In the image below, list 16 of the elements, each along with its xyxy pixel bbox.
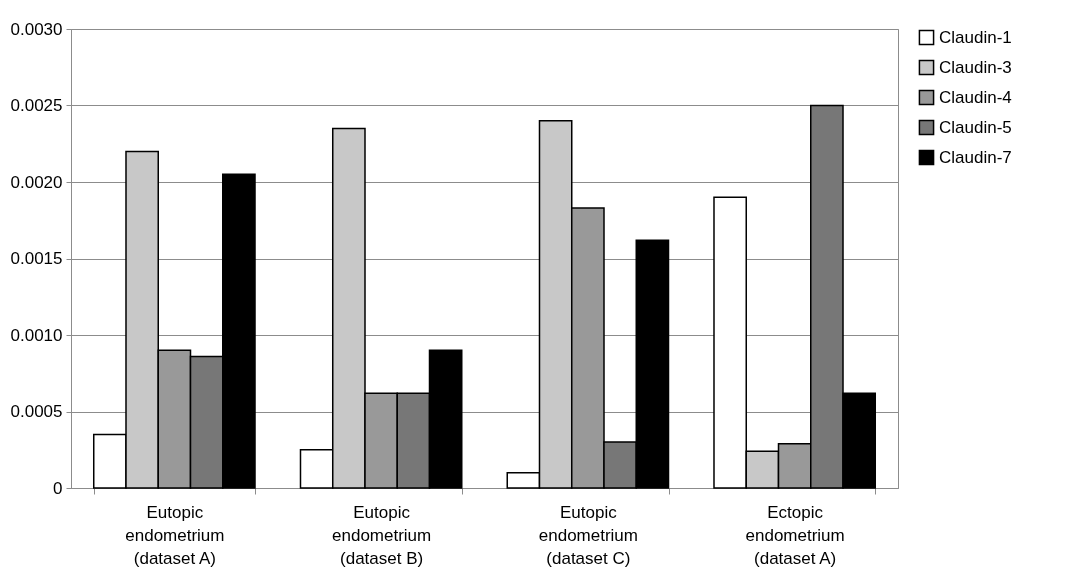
y-tick-label: 0.0030 [10,19,63,39]
y-tick-label: 0.0020 [10,172,63,192]
legend-label: Claudin-7 [939,147,1012,167]
y-tick-label: 0.0005 [10,402,63,421]
y-tick-label: 0.0010 [10,325,63,345]
x-tick-label: Eutopic endometrium (dataset C) [538,502,638,568]
legend-label: Claudin-3 [939,57,1012,77]
x-tick-label: Eutopic endometrium (dataset A) [125,502,225,568]
x-tick-label: Ectopic endometrium (dataset A) [745,502,845,568]
legend-label: Claudin-1 [939,27,1012,47]
legend-label: Claudin-5 [939,117,1012,137]
y-tick-label: 0 [53,478,63,498]
y-tick-label: 0.0015 [10,249,63,268]
x-tick-label: Eutopic endometrium (dataset B) [332,502,432,568]
y-tick-label: 0.0025 [10,96,63,115]
legend-label: Claudin-4 [939,87,1012,107]
